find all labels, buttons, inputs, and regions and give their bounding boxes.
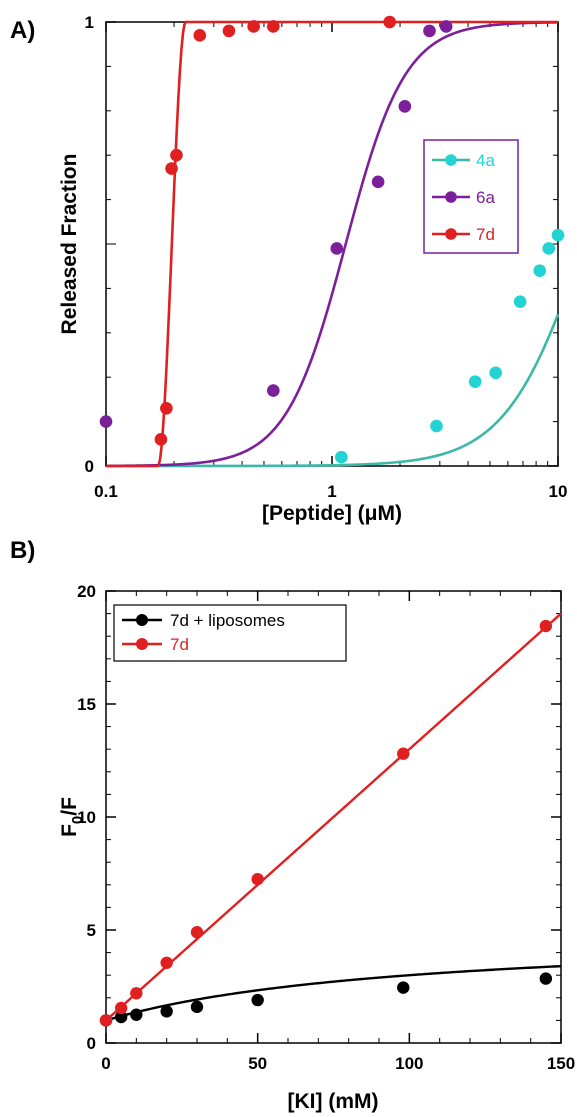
panel-b-point-7d [190, 926, 204, 939]
panel-a-point-4a [513, 295, 527, 309]
panel-b-point-7d-liposomes [114, 1010, 128, 1024]
panel-b-legend-label-7d: 7d [170, 635, 189, 654]
panel-a-point-7d [165, 162, 178, 175]
panel-a-point-7d [267, 20, 280, 33]
panel-b-y-tick-label: 5 [87, 921, 96, 940]
panel-a: A) 0.1 1 10 0 1 [Peptide] (μM) Released Frac… [10, 13, 567, 525]
panel-a-legend-marker-7d [445, 228, 457, 240]
panel-a-point-6a [330, 242, 344, 255]
panel-a-point-6a [439, 20, 453, 33]
panel-b-y-title-sub: 0 [69, 816, 86, 824]
panel-a-curves [105, 20, 560, 468]
panel-b-y-tick-label: 0 [87, 1034, 96, 1053]
panel-b-legend-box [113, 604, 347, 662]
panel-a-y-tick-label: 0 [85, 457, 94, 476]
panel-b-axes: 0 50 100 150 0 5 10 15 20 [77, 582, 575, 1073]
panel-b-point-7d [539, 619, 553, 633]
panel-a-legend-label-4a: 4a [476, 151, 495, 170]
panel-a-y-tick-label: 1 [85, 13, 94, 32]
panel-a-fit-curve-6a [105, 21, 559, 468]
panel-a-legend-marker-6a [445, 191, 457, 203]
panel-a-point-4a [335, 450, 348, 464]
panel-b-point-7d-liposomes [190, 1000, 204, 1014]
panel-a-point-6a [267, 384, 280, 397]
panel-b-point-7d-liposomes [160, 1005, 173, 1018]
panel-b-y-tick-label: 10 [77, 808, 96, 827]
panel-b-point-7d [397, 747, 410, 760]
panel-b-x-tick-label: 0 [101, 1054, 110, 1073]
panel-a-point-6a [423, 24, 436, 38]
panel-b-legend-marker-7d [136, 638, 148, 650]
panel-b-fit-line-7d-liposomes [105, 964, 562, 1022]
panel-a-axes: 0.1 1 10 0 1 [85, 13, 568, 501]
panel-b-y-tick-label: 15 [77, 695, 96, 714]
panel-b-x-tick-label: 100 [395, 1054, 423, 1073]
panel-a-point-7d [170, 148, 183, 162]
panel-a-legend: 4a 6a 7d [423, 139, 519, 254]
panel-b-point-7d [160, 956, 173, 969]
panel-b-fit-line-7d [105, 612, 562, 1022]
panel-a-point-7d [247, 20, 260, 33]
panel-a-point-4a [533, 264, 547, 277]
panel-a-point-4a [542, 242, 556, 255]
panel-a-point-4a [468, 375, 482, 388]
panel-b-legend: 7d + liposomes 7d [113, 604, 347, 662]
panel-b-x-tick-label: 150 [547, 1054, 575, 1073]
panel-b-point-7d [130, 987, 143, 1000]
panel-a-point-6a [398, 100, 412, 113]
panel-b-y-axis-title: F0/F [58, 797, 86, 837]
panel-a-x-tick-label: 0.1 [94, 482, 118, 501]
panel-b-point-7d [251, 872, 264, 886]
panel-b-point-7d [99, 1014, 113, 1027]
panel-a-x-tick-label: 10 [549, 482, 568, 501]
panel-b-legend-marker-7d-liposomes [136, 614, 148, 626]
panel-b-x-axis-title: [KI] (mM) [288, 1090, 379, 1113]
panel-b-points [99, 619, 553, 1027]
panel-a-fit-curve-4a [106, 313, 560, 468]
panel-a-point-6a [99, 415, 113, 428]
panel-a-x-axis-title: [Peptide] (μM) [262, 502, 402, 525]
panel-a-point-7d [193, 29, 207, 42]
panel-b-y-title-main: F [58, 824, 81, 837]
panel-b-legend-label-7d-liposomes: 7d + liposomes [170, 611, 285, 630]
panel-a-legend-label-6a: 6a [476, 188, 495, 207]
panel-b-point-7d-liposomes [539, 972, 553, 985]
panel-a-point-7d [222, 24, 236, 38]
panel-b-point-7d-liposomes [397, 981, 410, 994]
panel-a-legend-marker-4a [445, 154, 457, 166]
panel-a-point-7d [154, 433, 168, 446]
panel-a-point-4a [489, 366, 502, 380]
panel-a-point-7d [383, 15, 396, 29]
panel-b-point-7d-liposomes [251, 993, 264, 1007]
panel-a-point-7d [160, 401, 173, 415]
panel-a-point-4a [551, 228, 565, 242]
panel-b-x-tick-label: 50 [248, 1054, 267, 1073]
panel-a-label: A) [10, 17, 35, 44]
panel-b-y-tick-label: 20 [77, 582, 96, 601]
panel-b-y-title-tail: /F [58, 797, 81, 816]
panel-b-label: B) [10, 537, 35, 564]
panel-b-point-7d-liposomes [130, 1008, 143, 1021]
panel-b-point-7d [114, 1001, 128, 1015]
panel-a-points [99, 15, 565, 464]
panel-a-point-6a [371, 175, 385, 189]
panel-b-curves [105, 612, 562, 1022]
panel-a-y-axis-title: Released Fraction [58, 154, 81, 335]
panel-a-x-tick-label: 1 [327, 482, 336, 501]
panel-a-point-4a [430, 419, 443, 433]
panel-a-fit-curve-7d [106, 20, 558, 468]
panel-a-legend-label-7d: 7d [476, 225, 495, 244]
